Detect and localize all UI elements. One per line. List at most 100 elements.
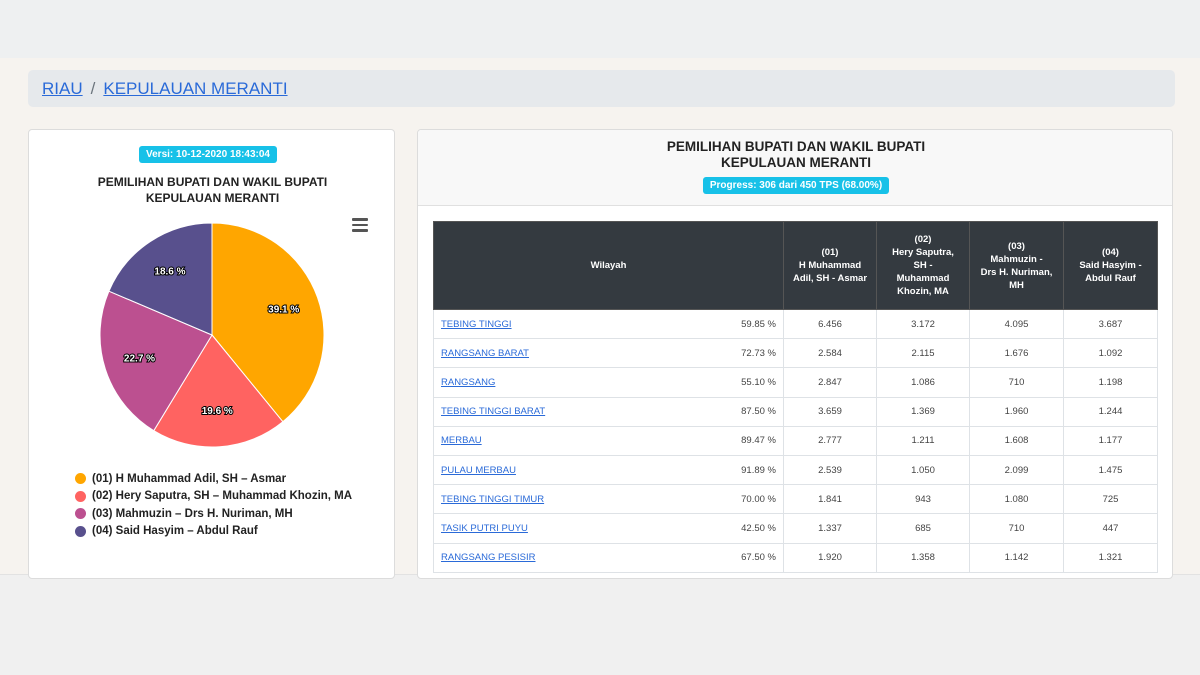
votes-cell-02: 1.358 [876,542,970,573]
votes-cell-01: 2.584 [783,338,877,369]
progress-badge: Progress: 306 dari 450 TPS (68.00%) [702,177,890,194]
votes-cell-01: 3.659 [783,396,877,427]
pie-slice-02[interactable] [153,334,284,448]
votes-cell-01: 2.777 [783,425,877,456]
legend-item-03[interactable]: (03) Mahmuzin – Drs H. Nuriman, MH [75,505,352,523]
region-link[interactable]: RANGSANG BARAT [441,347,529,359]
region-link[interactable]: RANGSANG PESISIR [441,552,536,564]
chart-legend: (01) H Muhammad Adil, SH – Asmar (02) He… [75,470,352,540]
votes-cell-01: 6.456 [783,308,877,340]
votes-cell-03: 1.608 [969,425,1064,456]
votes-cell-04: 725 [1063,484,1158,515]
pie-slice-03[interactable] [99,290,213,432]
region-link[interactable]: MERBAU [441,435,482,447]
votes-cell-04: 447 [1063,513,1158,544]
pie-label-01: 39.1 % [268,304,299,315]
results-title: PEMILIHAN BUPATI DAN WAKIL BUPATI KEPULA… [418,130,1172,171]
breadcrumb-separator: / [90,78,96,98]
table-row: RANGSANG BARAT 72.73 % 2.584 2.115 1.676… [432,338,1158,369]
votes-cell-04: 1.092 [1063,338,1158,369]
percentage-cell: 89.47 % [680,425,784,456]
legend-item-04[interactable]: (04) Said Hasyim – Abdul Rauf [75,523,352,541]
legend-item-01[interactable]: (01) H Muhammad Adil, SH – Asmar [75,470,352,488]
percentage-cell: 70.00 % [680,484,784,515]
percentage-cell: 67.50 % [680,542,784,573]
legend-dot-02 [75,490,86,502]
results-header: PEMILIHAN BUPATI DAN WAKIL BUPATI KEPULA… [418,130,1172,206]
votes-cell-02: 1.369 [876,396,970,427]
top-bar [0,0,1200,58]
table-row: TEBING TINGGI BARAT 87.50 % 3.659 1.369 … [432,396,1158,427]
votes-cell-02: 1.211 [876,425,970,456]
votes-cell-03: 1.960 [969,396,1064,427]
bottom-area [0,574,1200,675]
votes-cell-01: 2.539 [783,454,877,486]
legend-label-03: (03) Mahmuzin – Drs H. Nuriman, MH [92,507,293,520]
votes-cell-04: 1.475 [1063,454,1158,486]
header-candidate-04: (04) Said Hasyim - Abdul Rauf [1063,221,1158,310]
table-row: PULAU MERBAU 91.89 % 2.539 1.050 2.099 1… [432,454,1158,486]
version-badge: Versi: 10-12-2020 18:43:04 [139,146,277,163]
percentage-cell: 72.73 % [680,338,784,369]
votes-cell-02: 943 [876,484,970,515]
results-title-line2: KEPULAUAN MERANTI [721,155,871,170]
results-table: Wilayah (01) H Muhammad Adil, SH - Asmar… [432,221,1158,573]
votes-cell-01: 1.841 [783,484,877,515]
votes-cell-01: 2.847 [783,367,877,398]
percentage-cell: 42.50 % [680,513,784,544]
region-link[interactable]: TEBING TINGGI BARAT [441,406,546,418]
table-row: RANGSANG 55.10 % 2.847 1.086 710 1.198 [432,367,1158,398]
table-header-row: Wilayah (01) H Muhammad Adil, SH - Asmar… [433,221,1158,310]
votes-cell-04: 3.687 [1063,308,1158,340]
legend-dot-04 [75,525,86,537]
header-candidate-03: (03) Mahmuzin - Drs H. Nuriman, MH [969,221,1064,310]
votes-cell-02: 3.172 [876,308,970,340]
pie-label-04: 18.6 % [154,266,185,277]
breadcrumb-link-regency[interactable]: KEPULAUAN MERANTI [103,78,288,98]
votes-cell-04: 1.177 [1063,425,1158,456]
votes-cell-03: 4.095 [969,308,1064,340]
votes-cell-04: 1.198 [1063,367,1158,398]
region-link[interactable]: PULAU MERBAU [441,464,516,476]
pie-slice-01[interactable] [211,222,325,423]
region-link[interactable]: TEBING TINGGI TIMUR [441,493,545,505]
breadcrumb: RIAU / KEPULAUAN MERANTI [28,70,1175,107]
chart-title: PEMILIHAN BUPATI DAN WAKIL BUPATI KEPULA… [29,174,394,206]
votes-cell-03: 1.676 [969,338,1064,369]
region-link[interactable]: RANGSANG [441,376,496,388]
chart-title-line2: KEPULAUAN MERANTI [145,191,280,205]
table-row: TEBING TINGGI TIMUR 70.00 % 1.841 943 1.… [432,484,1158,515]
votes-cell-02: 1.050 [876,454,970,486]
results-card: PEMILIHAN BUPATI DAN WAKIL BUPATI KEPULA… [417,129,1173,579]
legend-dot-03 [75,508,86,520]
votes-cell-03: 1.080 [969,484,1064,515]
votes-cell-01: 1.920 [783,542,877,573]
votes-cell-02: 2.115 [876,338,970,369]
header-candidate-02: (02) Hery Saputra, SH - Muhammad Khozin,… [876,221,970,310]
table-row: TASIK PUTRI PUYU 42.50 % 1.337 685 710 4… [432,513,1158,544]
pie-label-03: 22.7 % [124,353,155,364]
votes-cell-04: 1.244 [1063,396,1158,427]
pie-chart: 39.1 % 19.6 % 22.7 % 18.6 % [99,222,325,448]
legend-item-02[interactable]: (02) Hery Saputra, SH – Muhammad Khozin,… [75,488,352,506]
table-row: MERBAU 89.47 % 2.777 1.211 1.608 1.177 [432,425,1158,456]
votes-cell-02: 1.086 [876,367,970,398]
legend-label-04: (04) Said Hasyim – Abdul Rauf [92,525,258,538]
region-link[interactable]: TASIK PUTRI PUYU [441,522,528,534]
votes-cell-02: 685 [876,513,970,544]
table-row: RANGSANG PESISIR 67.50 % 1.920 1.358 1.1… [432,542,1158,573]
breadcrumb-link-province[interactable]: RIAU [42,78,83,98]
chart-title-line1: PEMILIHAN BUPATI DAN WAKIL BUPATI [97,175,328,189]
votes-cell-04: 1.321 [1063,542,1158,573]
percentage-cell: 55.10 % [680,367,784,398]
votes-cell-03: 710 [969,367,1064,398]
votes-cell-03: 710 [969,513,1064,544]
votes-cell-03: 1.142 [969,542,1064,573]
pie-slice-04[interactable] [108,222,213,336]
legend-label-02: (02) Hery Saputra, SH – Muhammad Khozin,… [92,490,353,503]
legend-dot-01 [75,473,86,485]
legend-label-01: (01) H Muhammad Adil, SH – Asmar [92,472,287,485]
region-link[interactable]: TEBING TINGGI [441,318,512,330]
hamburger-menu-icon[interactable] [352,218,368,232]
results-title-line1: PEMILIHAN BUPATI DAN WAKIL BUPATI [666,139,926,154]
